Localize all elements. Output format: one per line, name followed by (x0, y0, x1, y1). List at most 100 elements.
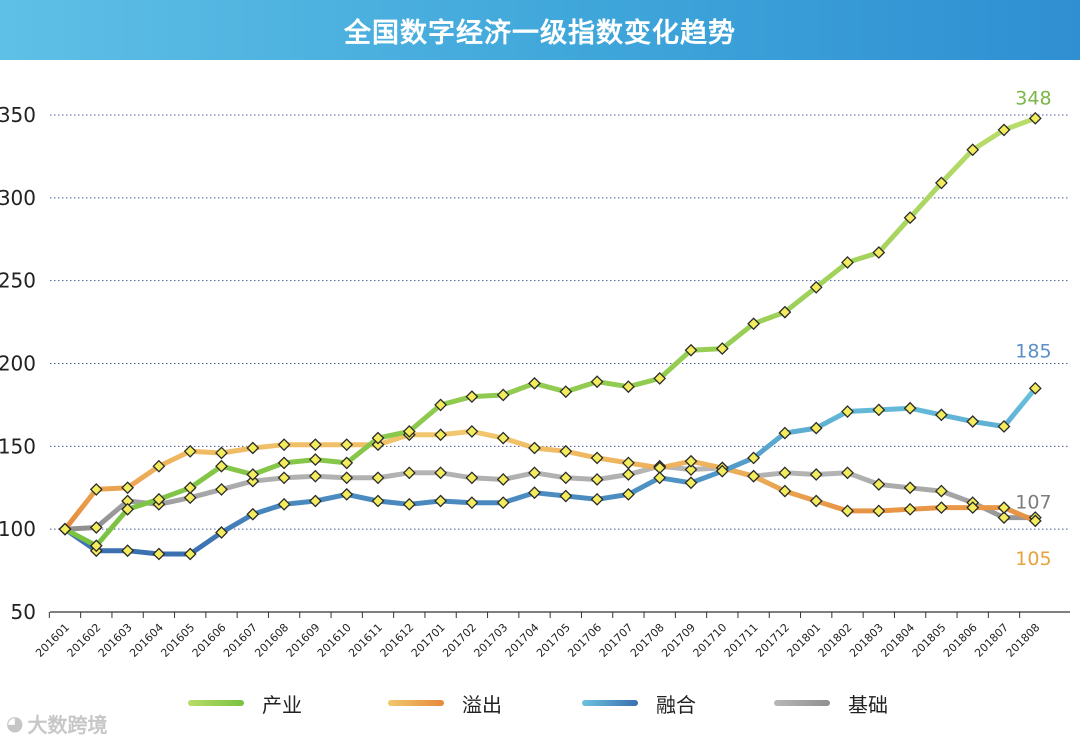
x-tick-label-201604: 201604 (127, 621, 166, 660)
data-point-溢出-201803 (872, 504, 886, 518)
data-point-产业-201808 (1028, 111, 1042, 125)
chart-title: 全国数字经济一级指数变化趋势 (344, 17, 736, 49)
data-point-溢出-201607 (246, 441, 260, 455)
data-point-基础-201704 (528, 466, 541, 480)
data-point-溢出-201801 (809, 494, 823, 508)
data-point-产业-201703 (496, 388, 510, 402)
data-point-产业-201802 (841, 256, 854, 269)
data-point-融合-201803 (872, 403, 886, 417)
data-point-融合-201711 (747, 451, 761, 465)
data-point-产业-201608 (277, 456, 291, 470)
end-label-溢出: 105 (1015, 548, 1051, 570)
x-tick-label-201605: 201605 (158, 621, 197, 660)
data-point-融合-201605 (183, 547, 197, 561)
data-point-产业-201801 (809, 280, 823, 294)
data-point-溢出-201605 (183, 444, 197, 458)
data-point-溢出-201610 (340, 438, 354, 452)
data-point-产业-201803 (872, 246, 886, 259)
data-point-产业-201705 (559, 385, 573, 399)
data-point-产业-201706 (590, 375, 604, 389)
data-point-基础-201607 (246, 474, 260, 488)
data-point-融合-201806 (966, 415, 980, 428)
y-tick-label-150: 150 (0, 434, 36, 458)
data-point-融合-201704 (528, 486, 541, 500)
data-point-基础-201807 (997, 511, 1011, 524)
data-point-溢出-201702 (465, 425, 479, 438)
legend-label-jichu: 基础 (848, 692, 888, 717)
legend-label-ronghe: 融合 (656, 692, 696, 717)
x-tick-label-201706: 201706 (565, 621, 604, 660)
data-point-基础-201712 (778, 466, 792, 480)
data-point-产业-201708 (653, 371, 667, 385)
watermark: ◕ 大数跨境 (6, 708, 107, 738)
data-point-基础-201612 (402, 466, 416, 480)
data-point-融合-201807 (997, 420, 1011, 433)
legend-swatch-ronghe (582, 700, 638, 706)
data-point-溢出-201604 (152, 459, 166, 473)
x-tick-label-201612: 201612 (378, 621, 417, 660)
data-point-融合-201612 (402, 497, 416, 511)
x-tick-label-201807: 201807 (972, 621, 1011, 660)
data-point-基础-201602 (89, 521, 103, 534)
x-tick-label-201710: 201710 (691, 621, 730, 660)
data-point-产业-201606 (215, 459, 228, 473)
legend-swatch-yichu (388, 700, 444, 706)
weibo-logo-icon: ◕ (6, 711, 24, 735)
x-tick-label-201803: 201803 (847, 621, 886, 660)
data-point-融合-201708 (653, 471, 667, 485)
data-point-产业-201605 (183, 481, 197, 495)
legend-swatch-chanye (188, 700, 244, 706)
data-point-溢出-201709 (684, 454, 698, 468)
watermark-text: 大数跨境 (27, 712, 108, 737)
data-point-溢出-201712 (778, 484, 792, 498)
x-tick-label-201708: 201708 (628, 621, 667, 660)
data-point-溢出-201805 (934, 501, 948, 515)
data-point-融合-201705 (559, 489, 573, 503)
legend-label-yichu: 溢出 (462, 692, 502, 717)
data-point-产业-201602 (89, 539, 103, 553)
x-tick-label-201703: 201703 (471, 621, 510, 660)
data-point-基础-201611 (371, 471, 385, 485)
data-point-产业-201704 (528, 376, 541, 390)
x-tick-label-201801: 201801 (784, 621, 823, 660)
data-point-产业-201610 (340, 456, 354, 470)
y-tick-label-100: 100 (0, 517, 36, 541)
data-point-融合-201805 (934, 408, 948, 422)
data-point-融合-201706 (590, 492, 604, 506)
title-bar: 全国数字经济一级指数变化趋势 (0, 0, 1080, 60)
data-point-溢出-201609 (308, 438, 322, 452)
x-tick-label-201609: 201609 (284, 621, 323, 660)
data-point-产业-201805 (934, 176, 948, 190)
data-point-溢出-201704 (528, 441, 541, 455)
data-point-基础-201801 (809, 468, 823, 481)
data-point-溢出-201703 (496, 431, 510, 445)
legend-item-chanye: 产业 (188, 688, 302, 718)
data-point-溢出-201608 (277, 438, 291, 452)
end-label-基础: 107 (1015, 492, 1051, 514)
data-point-产业-201701 (434, 398, 448, 412)
x-tick-label-201610: 201610 (315, 621, 354, 660)
data-point-产业-201604 (152, 492, 166, 506)
x-tick-label-201709: 201709 (659, 621, 698, 660)
x-tick-label-201805: 201805 (910, 621, 949, 660)
data-point-产业-201707 (621, 380, 635, 394)
data-point-产业-201807 (997, 123, 1011, 137)
data-point-基础-201709 (684, 463, 698, 476)
data-point-融合-201710 (715, 464, 729, 478)
data-point-产业-201804 (903, 211, 917, 225)
data-point-产业-201611 (371, 431, 385, 445)
data-point-融合-201607 (246, 507, 260, 521)
data-point-溢出-201611 (371, 438, 385, 452)
data-point-融合-201701 (434, 494, 448, 508)
data-point-溢出-201711 (747, 469, 761, 483)
data-point-基础-201609 (308, 469, 322, 483)
data-point-基础-201804 (903, 481, 917, 495)
x-tick-label-201606: 201606 (190, 621, 229, 660)
data-point-溢出-201806 (966, 501, 980, 515)
legend-label-chanye: 产业 (262, 692, 302, 717)
x-tick-label-201601: 201601 (33, 621, 72, 660)
x-tick-label-201603: 201603 (96, 621, 135, 660)
data-point-融合-201804 (903, 401, 917, 415)
x-tick-label-201806: 201806 (941, 621, 980, 660)
